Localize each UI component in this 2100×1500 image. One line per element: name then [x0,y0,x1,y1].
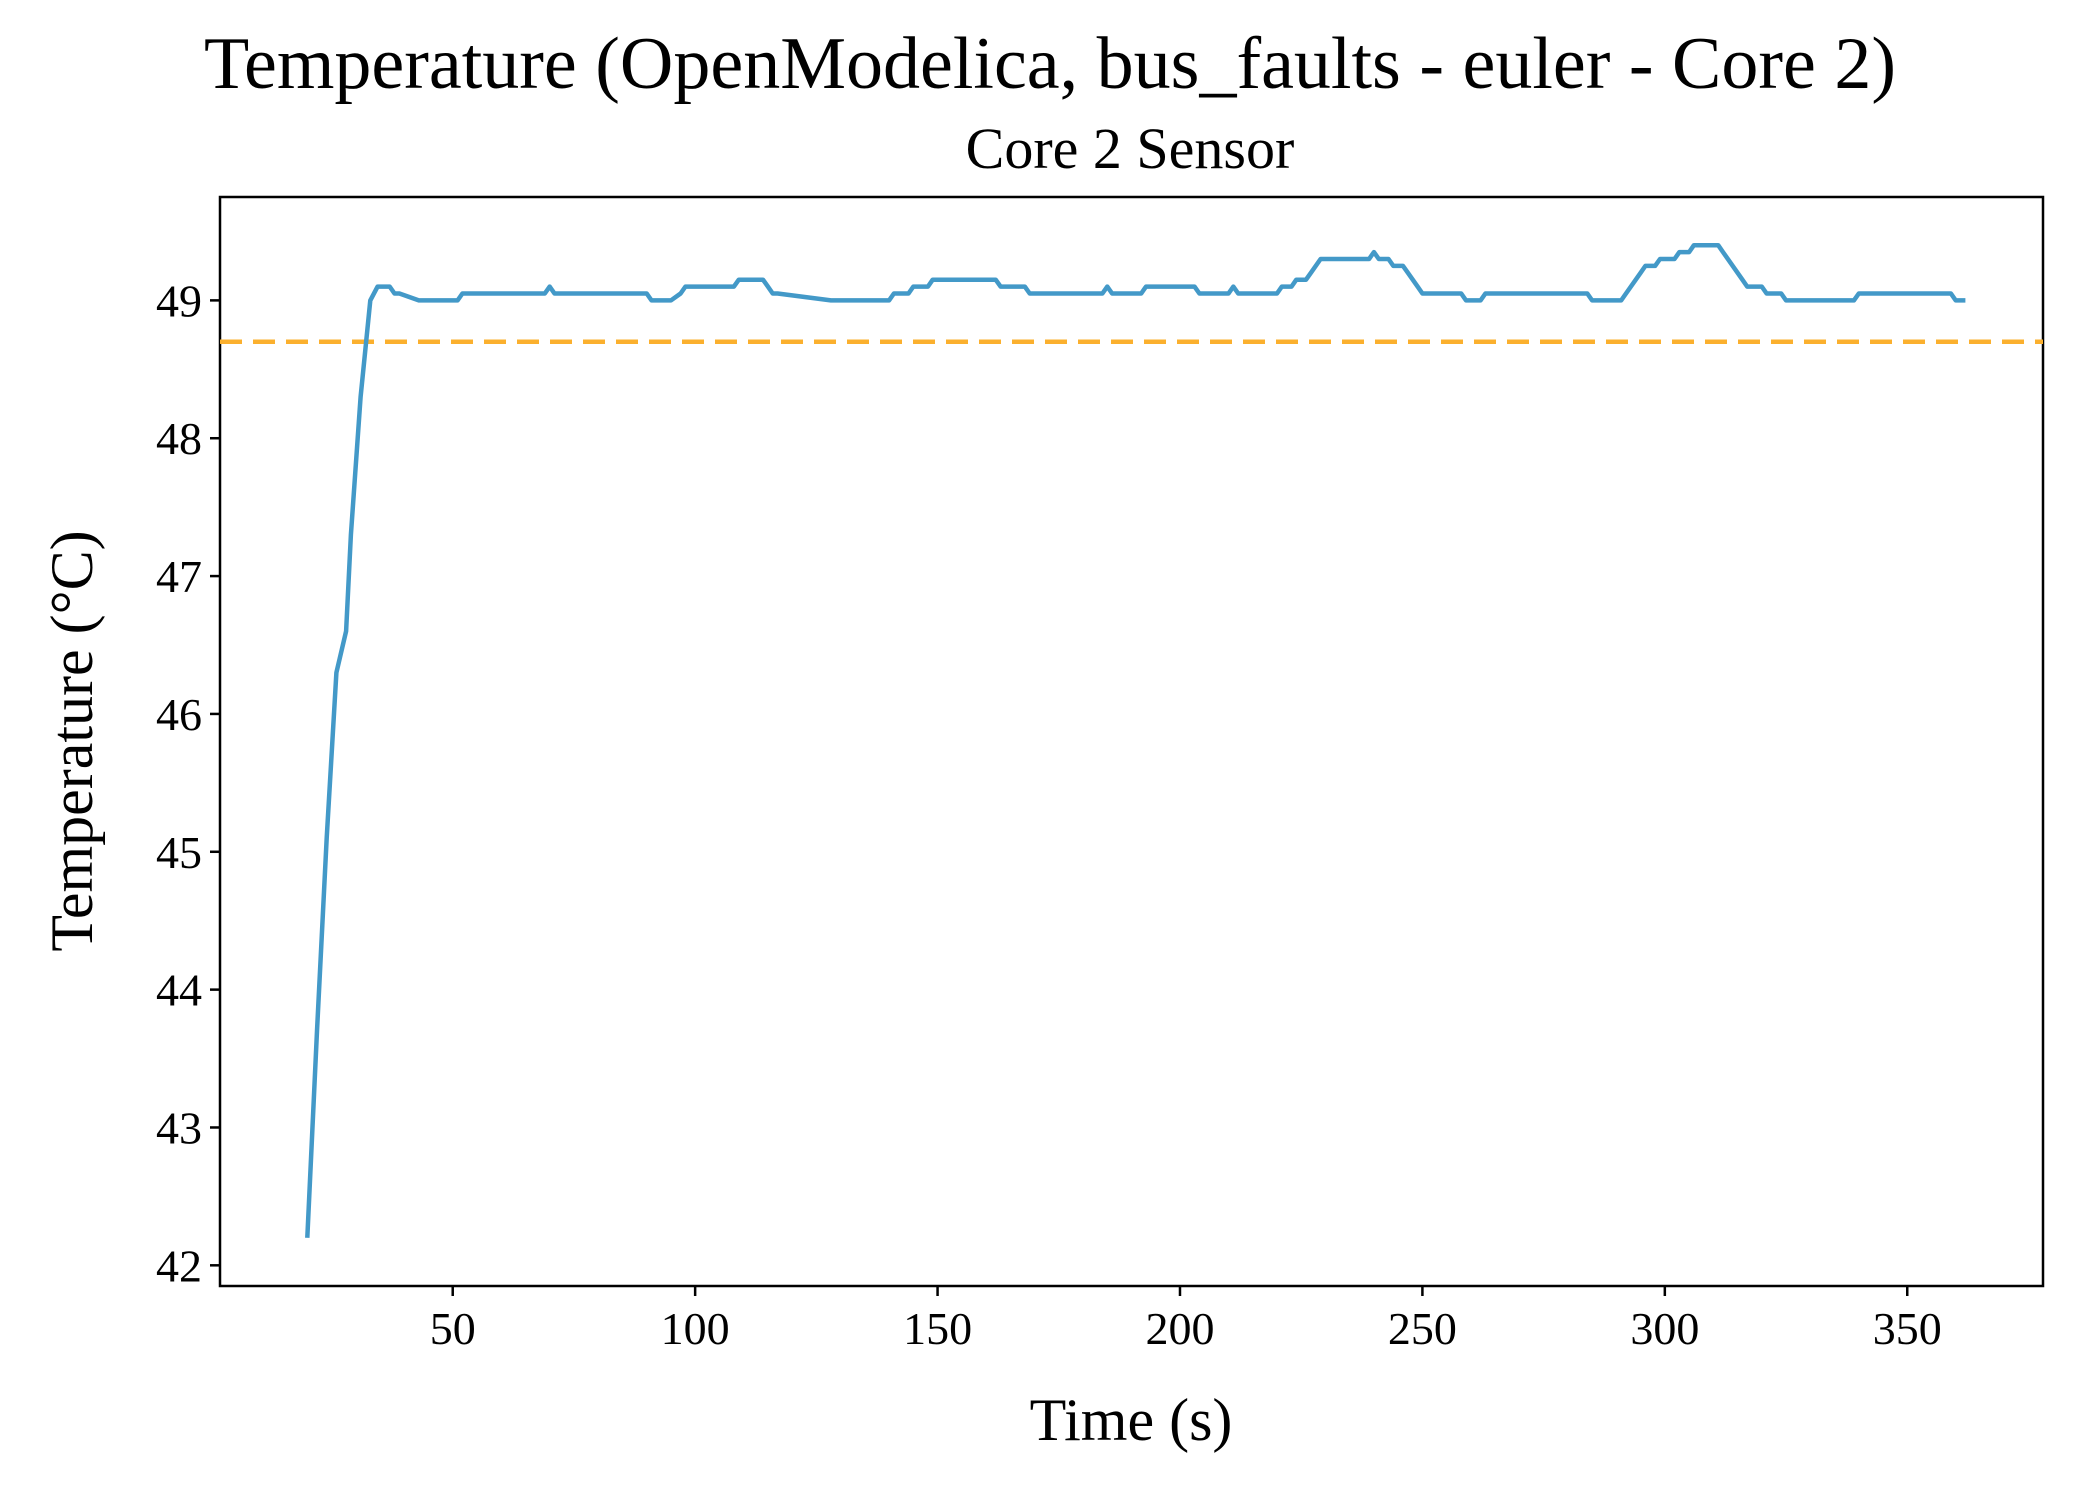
y-tick-label: 46 [156,689,202,740]
y-tick-label: 49 [156,275,202,326]
x-tick-label: 50 [430,1303,476,1354]
y-tick-label: 47 [156,551,202,602]
y-tick-label: 44 [156,965,202,1016]
plot-area-frame [218,195,2045,1288]
y-tick-label: 48 [156,413,202,464]
chart-title: Temperature (OpenModelica, bus_faults - … [204,23,1896,105]
x-axis-label: Time (s) [1030,1387,1233,1453]
chart-subtitle: Core 2 Sensor [966,116,1295,181]
y-axis-label: Temperature (°C) [39,530,105,951]
x-tick-label: 150 [903,1303,972,1354]
y-tick-label: 42 [156,1240,202,1291]
x-tick-label: 300 [1630,1303,1699,1354]
temperature-series-line [305,242,1966,1238]
y-tick-label: 43 [156,1102,202,1153]
x-tick-label: 200 [1145,1303,1214,1354]
x-tick-label: 100 [661,1303,730,1354]
x-tick-label: 350 [1873,1303,1942,1354]
x-tick-label: 250 [1388,1303,1457,1354]
y-tick-label: 45 [156,827,202,878]
